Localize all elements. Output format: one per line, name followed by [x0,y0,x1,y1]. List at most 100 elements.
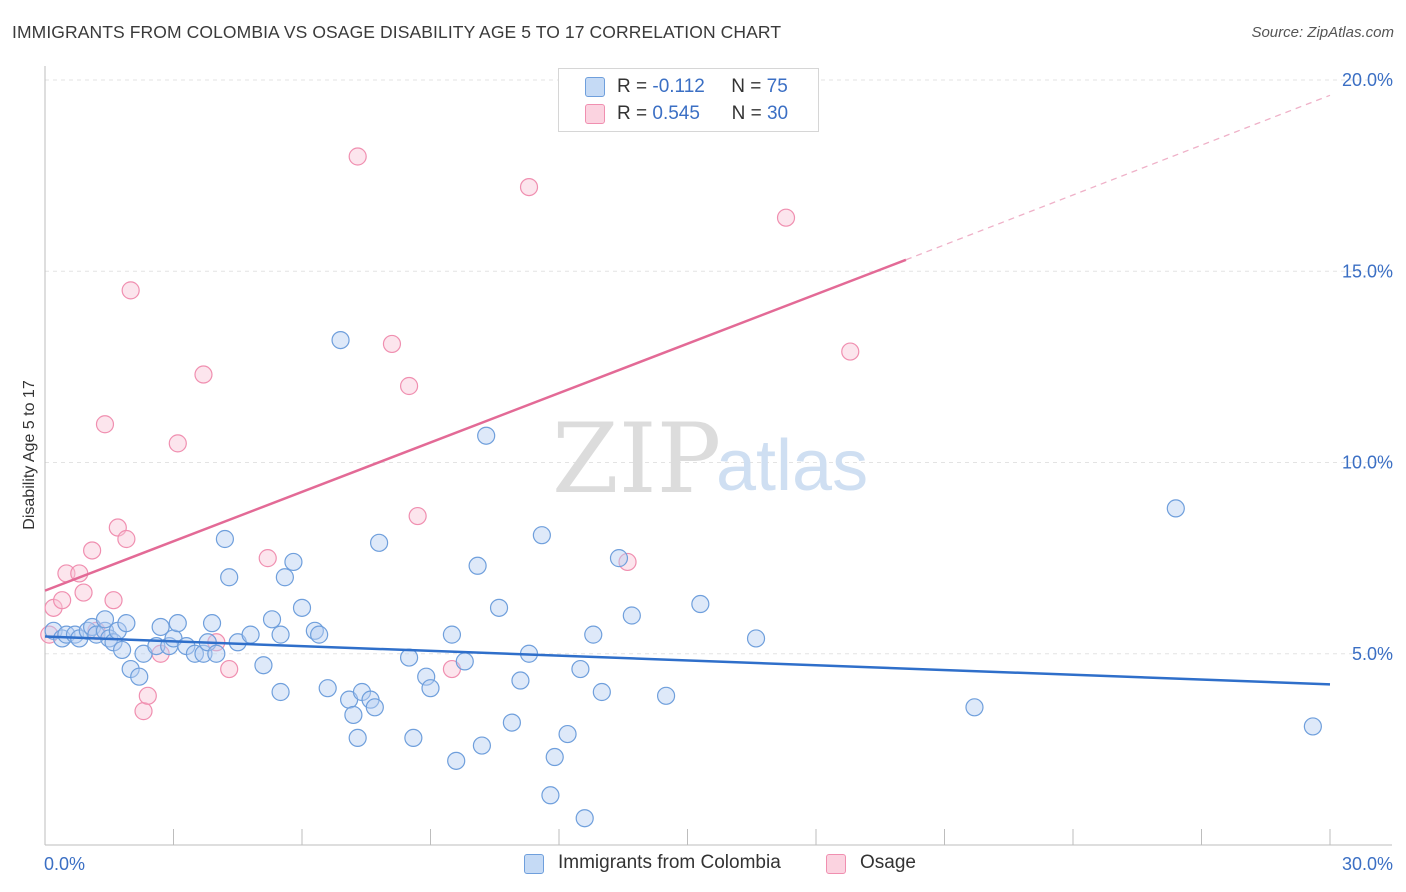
colombia-point [202,614,222,633]
stats-legend: R = -0.112 N = 75 R = 0.545 N = 30 [558,68,819,132]
colombia-point [194,644,213,663]
colombia-point [472,736,491,755]
osage-point [519,178,539,197]
colombia-point [442,625,462,644]
axes [44,66,1392,846]
colombia-point [130,667,149,686]
osage-point [95,415,115,434]
colombia-point [541,786,560,805]
watermark-atlas: atlas [716,426,868,506]
osage-point [168,434,187,453]
osage-point [53,591,72,610]
colombia-point [545,747,564,767]
colombia-point [365,698,384,717]
legend-n-label: N = [731,103,767,124]
colombia-point [571,659,590,679]
colombia-point [622,606,641,625]
y-tick-label: 15.0% [1342,261,1393,281]
legend-r-value: 0.545 [652,103,700,124]
colombia-point [656,686,676,705]
colombia-point [592,682,611,702]
colombia-point [575,809,594,828]
bottom-legend-label-colombia: Immigrants from Colombia [558,852,781,873]
bottom-legend-swatch-osage [826,854,846,874]
colombia-point [271,625,290,644]
colombia-point [318,679,337,698]
trend-lines [44,94,1331,686]
osage-point [258,549,277,568]
osage-trend-extension [905,94,1331,261]
colombia-point [1166,499,1185,518]
colombia-point [404,728,423,748]
colombia-point [447,751,466,770]
colombia-point [254,656,273,675]
legend-r-label: R = [617,103,653,124]
bottom-legend-osage: Osage [826,852,946,876]
colombia-point [292,598,312,617]
legend-n-label: N = [731,76,767,97]
osage-point [74,583,93,602]
osage-point [408,506,427,526]
colombia-point [502,713,521,732]
gridlines [45,79,1392,655]
colombia-point [215,529,234,549]
colombia-point [1303,717,1322,736]
osage-point [348,147,367,166]
colombia-point [348,728,367,748]
watermark: ZIP atlas [552,403,868,515]
osage-point [776,208,796,227]
osage-point [220,659,239,679]
colombia-point [310,625,329,644]
watermark-zip: ZIP [552,403,721,515]
colombia-point [468,556,487,575]
legend-r-label: R = [617,76,653,97]
osage-point [134,702,153,721]
colombia-point [112,640,132,660]
colombia-point [168,614,187,633]
colombia-point [331,331,350,350]
colombia-point [477,426,496,445]
legend-swatch-osage [585,104,605,124]
osage-point [841,342,860,361]
colombia-point [220,568,239,587]
y-tick-label: 20.0% [1342,70,1393,90]
colombia-trend-line [44,635,1331,686]
colombia-point [691,594,710,614]
osage-point [382,334,402,354]
colombia-point [399,648,419,667]
osage-point [121,281,140,300]
colombia-point [609,549,629,568]
osage-point [117,529,136,549]
y-axis-label: Disability Age 5 to 17 [21,380,38,530]
chart-title: IMMIGRANTS FROM COLOMBIA VS OSAGE DISABI… [12,22,782,42]
colombia-point [511,671,530,690]
colombia-point [151,617,170,637]
x-tick-label: 0.0% [44,854,85,874]
colombia-point [207,644,226,663]
colombia-point [117,614,136,633]
osage-trend-line [44,258,907,592]
y-tick-label: 5.0% [1352,644,1393,664]
y-tick-label: 10.0% [1342,453,1393,473]
osage-point [399,376,419,396]
colombia-point [95,610,115,629]
colombia-point [417,667,436,686]
colombia-point [584,625,603,644]
osage-point [83,541,102,560]
bottom-legend-colombia: Immigrants from Colombia [524,852,824,876]
legend-n-value: 30 [766,103,789,124]
source-label: Source: ZipAtlas.com [1251,24,1394,41]
colombia-point [262,610,282,629]
colombia-point [489,598,509,617]
colombia-point [558,724,577,744]
colombia-point [421,679,440,698]
colombia-point [746,629,766,648]
colombia-point [532,526,551,545]
legend-swatch-colombia [585,77,605,97]
colombia-points [44,331,1322,828]
legend-n-value: 75 [766,76,788,97]
colombia-point [965,698,984,717]
osage-point [138,686,157,705]
colombia-point [284,552,303,572]
